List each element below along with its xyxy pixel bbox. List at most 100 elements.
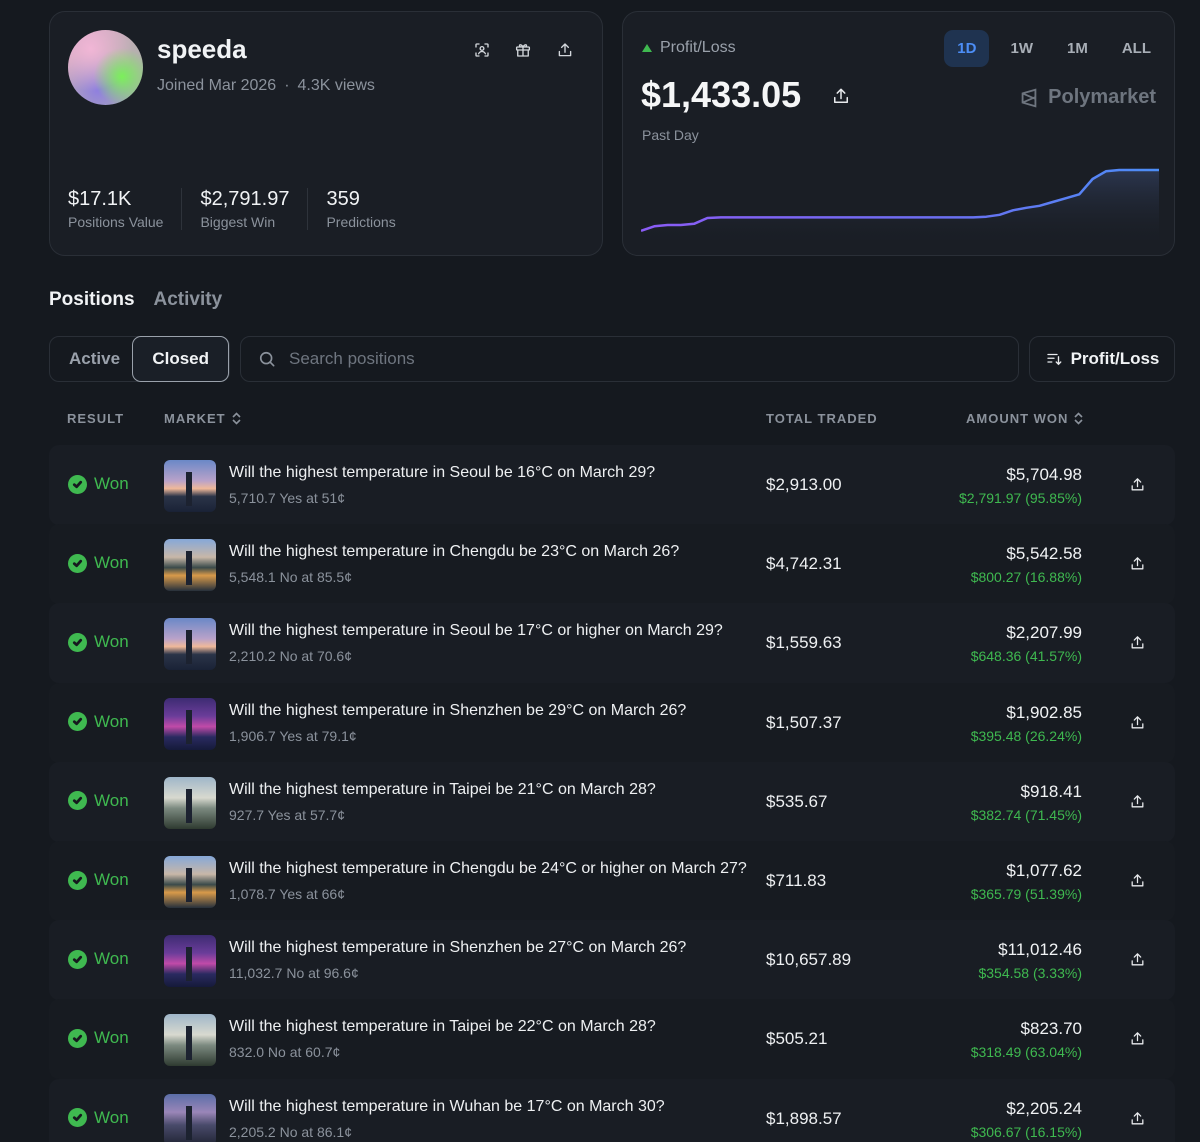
result-label: Won — [94, 632, 129, 652]
filter-closed-button[interactable]: Closed — [132, 336, 229, 382]
tower-shape — [186, 868, 192, 902]
check-circle-icon — [68, 949, 87, 969]
share-icon[interactable] — [1129, 951, 1146, 973]
amount-won: $2,205.24 — [1006, 1098, 1082, 1118]
share-icon[interactable] — [1129, 555, 1146, 577]
table-row[interactable]: Won Will the highest temperature in Chen… — [49, 841, 1175, 921]
market-title[interactable]: Will the highest temperature in Taipei b… — [229, 780, 656, 798]
market-thumbnail[interactable] — [164, 856, 216, 908]
share-icon[interactable] — [1129, 634, 1146, 656]
header-market[interactable]: MARKET — [164, 411, 242, 426]
market-title[interactable]: Will the highest temperature in Wuhan be… — [229, 1097, 665, 1115]
stat-label: Positions Value — [68, 214, 164, 230]
total-traded: $1,898.57 — [766, 1108, 842, 1128]
result-badge: Won — [68, 712, 129, 732]
header-amount-won[interactable]: AMOUNT WON — [966, 411, 1084, 426]
table-row[interactable]: Won Will the highest temperature in Taip… — [49, 999, 1175, 1080]
market-title[interactable]: Will the highest temperature in Seoul be… — [229, 622, 723, 640]
result-badge: Won — [68, 632, 129, 652]
total-traded: $711.83 — [766, 871, 827, 890]
position-detail: 927.7 Yes at 57.7¢ — [229, 806, 345, 823]
table-row[interactable]: Won Will the highest temperature in Chen… — [49, 524, 1175, 605]
share-icon[interactable] — [1129, 1030, 1146, 1052]
result-badge: Won — [68, 474, 129, 494]
filter-active-button[interactable]: Active — [69, 349, 121, 368]
market-thumbnail[interactable] — [164, 776, 216, 829]
check-circle-icon — [68, 870, 87, 890]
scan-icon[interactable] — [471, 39, 493, 61]
total-traded: $1,507.37 — [766, 712, 842, 732]
table-row[interactable]: Won Will the highest temperature in Shen… — [49, 682, 1175, 763]
range-all[interactable]: ALL — [1121, 40, 1151, 57]
stat-label: Biggest Win — [200, 214, 276, 230]
share-icon[interactable] — [1129, 793, 1146, 815]
table-row[interactable]: Won Will the highest temperature in Seou… — [49, 445, 1175, 525]
table-row[interactable]: Won Will the highest temperature in Shen… — [49, 920, 1175, 1001]
pnl-period: Past Day — [642, 127, 699, 143]
tower-shape — [186, 551, 192, 586]
pnl-chart-area — [641, 170, 1159, 247]
stat-label: Predictions — [326, 214, 396, 230]
amount-won: $2,207.99 — [1006, 623, 1082, 643]
result-badge: Won — [68, 870, 129, 890]
table-row[interactable]: Won Will the highest temperature in Seou… — [49, 603, 1175, 684]
stat-value: $17.1K — [68, 188, 132, 210]
tower-shape — [186, 709, 192, 744]
brand-logo: Polymarket — [1018, 86, 1156, 109]
result-label: Won — [94, 711, 129, 731]
separator-dot: · — [284, 77, 290, 94]
tower-shape — [186, 630, 192, 665]
total-traded: $10,657.89 — [766, 950, 852, 970]
market-title[interactable]: Will the highest temperature in Chengdu … — [229, 860, 747, 877]
market-title[interactable]: Will the highest temperature in Shenzhen… — [229, 701, 687, 719]
amount-won: $823.70 — [1020, 1019, 1082, 1039]
search-input[interactable] — [289, 349, 989, 369]
tab-activity[interactable]: Activity — [153, 289, 223, 310]
table-header: RESULT MARKET TOTAL TRADED AMOUNT WON — [0, 411, 1200, 427]
market-title[interactable]: Will the highest temperature in Seoul be… — [229, 464, 656, 481]
market-thumbnail[interactable] — [164, 460, 216, 512]
share-icon[interactable] — [831, 86, 851, 111]
total-traded: $535.67 — [766, 791, 828, 811]
position-detail: 11,032.7 No at 96.6¢ — [229, 965, 359, 982]
market-title[interactable]: Will the highest temperature in Shenzhen… — [229, 939, 687, 957]
share-icon[interactable] — [1129, 1110, 1146, 1132]
profile-card: speeda Joined Mar 2026 · 4.3K views $17.1K… — [49, 11, 603, 256]
range-1d[interactable]: 1D — [944, 30, 990, 67]
position-detail: 5,710.7 Yes at 51¢ — [229, 490, 345, 506]
market-thumbnail[interactable] — [164, 539, 216, 592]
profit-amount: $354.58 (3.33%) — [978, 965, 1082, 982]
gift-icon[interactable] — [512, 39, 534, 61]
avatar[interactable] — [68, 30, 143, 105]
pnl-chart-line — [641, 168, 1159, 232]
range-1m[interactable]: 1M — [1066, 40, 1088, 57]
check-circle-icon — [68, 791, 87, 811]
market-thumbnail[interactable] — [164, 1014, 216, 1067]
result-label: Won — [94, 1107, 129, 1127]
share-icon[interactable] — [1129, 872, 1146, 894]
market-thumbnail[interactable] — [164, 1093, 216, 1142]
share-icon[interactable] — [1129, 714, 1146, 736]
share-icon[interactable] — [1129, 476, 1146, 498]
market-thumbnail[interactable] — [164, 618, 216, 671]
table-row[interactable]: Won Will the highest temperature in Taip… — [49, 761, 1175, 842]
profit-amount: $648.36 (41.57%) — [970, 648, 1082, 665]
table-row[interactable]: Won Will the highest temperature in Wuha… — [49, 1078, 1175, 1142]
profile-meta: Joined Mar 2026 · 4.3K views — [157, 77, 375, 95]
result-badge: Won — [68, 553, 129, 573]
total-traded: $505.21 — [766, 1029, 828, 1049]
share-icon[interactable] — [554, 39, 576, 61]
market-thumbnail[interactable] — [164, 697, 216, 750]
sort-chevrons-icon — [232, 412, 241, 425]
result-badge: Won — [68, 949, 129, 969]
profit-amount: $395.48 (26.24%) — [970, 727, 1082, 744]
profit-amount: $2,791.97 (95.85%) — [959, 490, 1082, 506]
sort-button[interactable]: Profit/Loss — [1029, 336, 1175, 382]
sort-label: Profit/Loss — [1070, 349, 1160, 368]
range-1w[interactable]: 1W — [1010, 40, 1033, 57]
stat-biggest-win: $2,791.97 Biggest Win — [200, 188, 309, 230]
market-title[interactable]: Will the highest temperature in Chengdu … — [229, 543, 680, 561]
tab-positions[interactable]: Positions — [49, 289, 135, 310]
market-thumbnail[interactable] — [164, 935, 216, 988]
market-title[interactable]: Will the highest temperature in Taipei b… — [229, 1018, 656, 1036]
